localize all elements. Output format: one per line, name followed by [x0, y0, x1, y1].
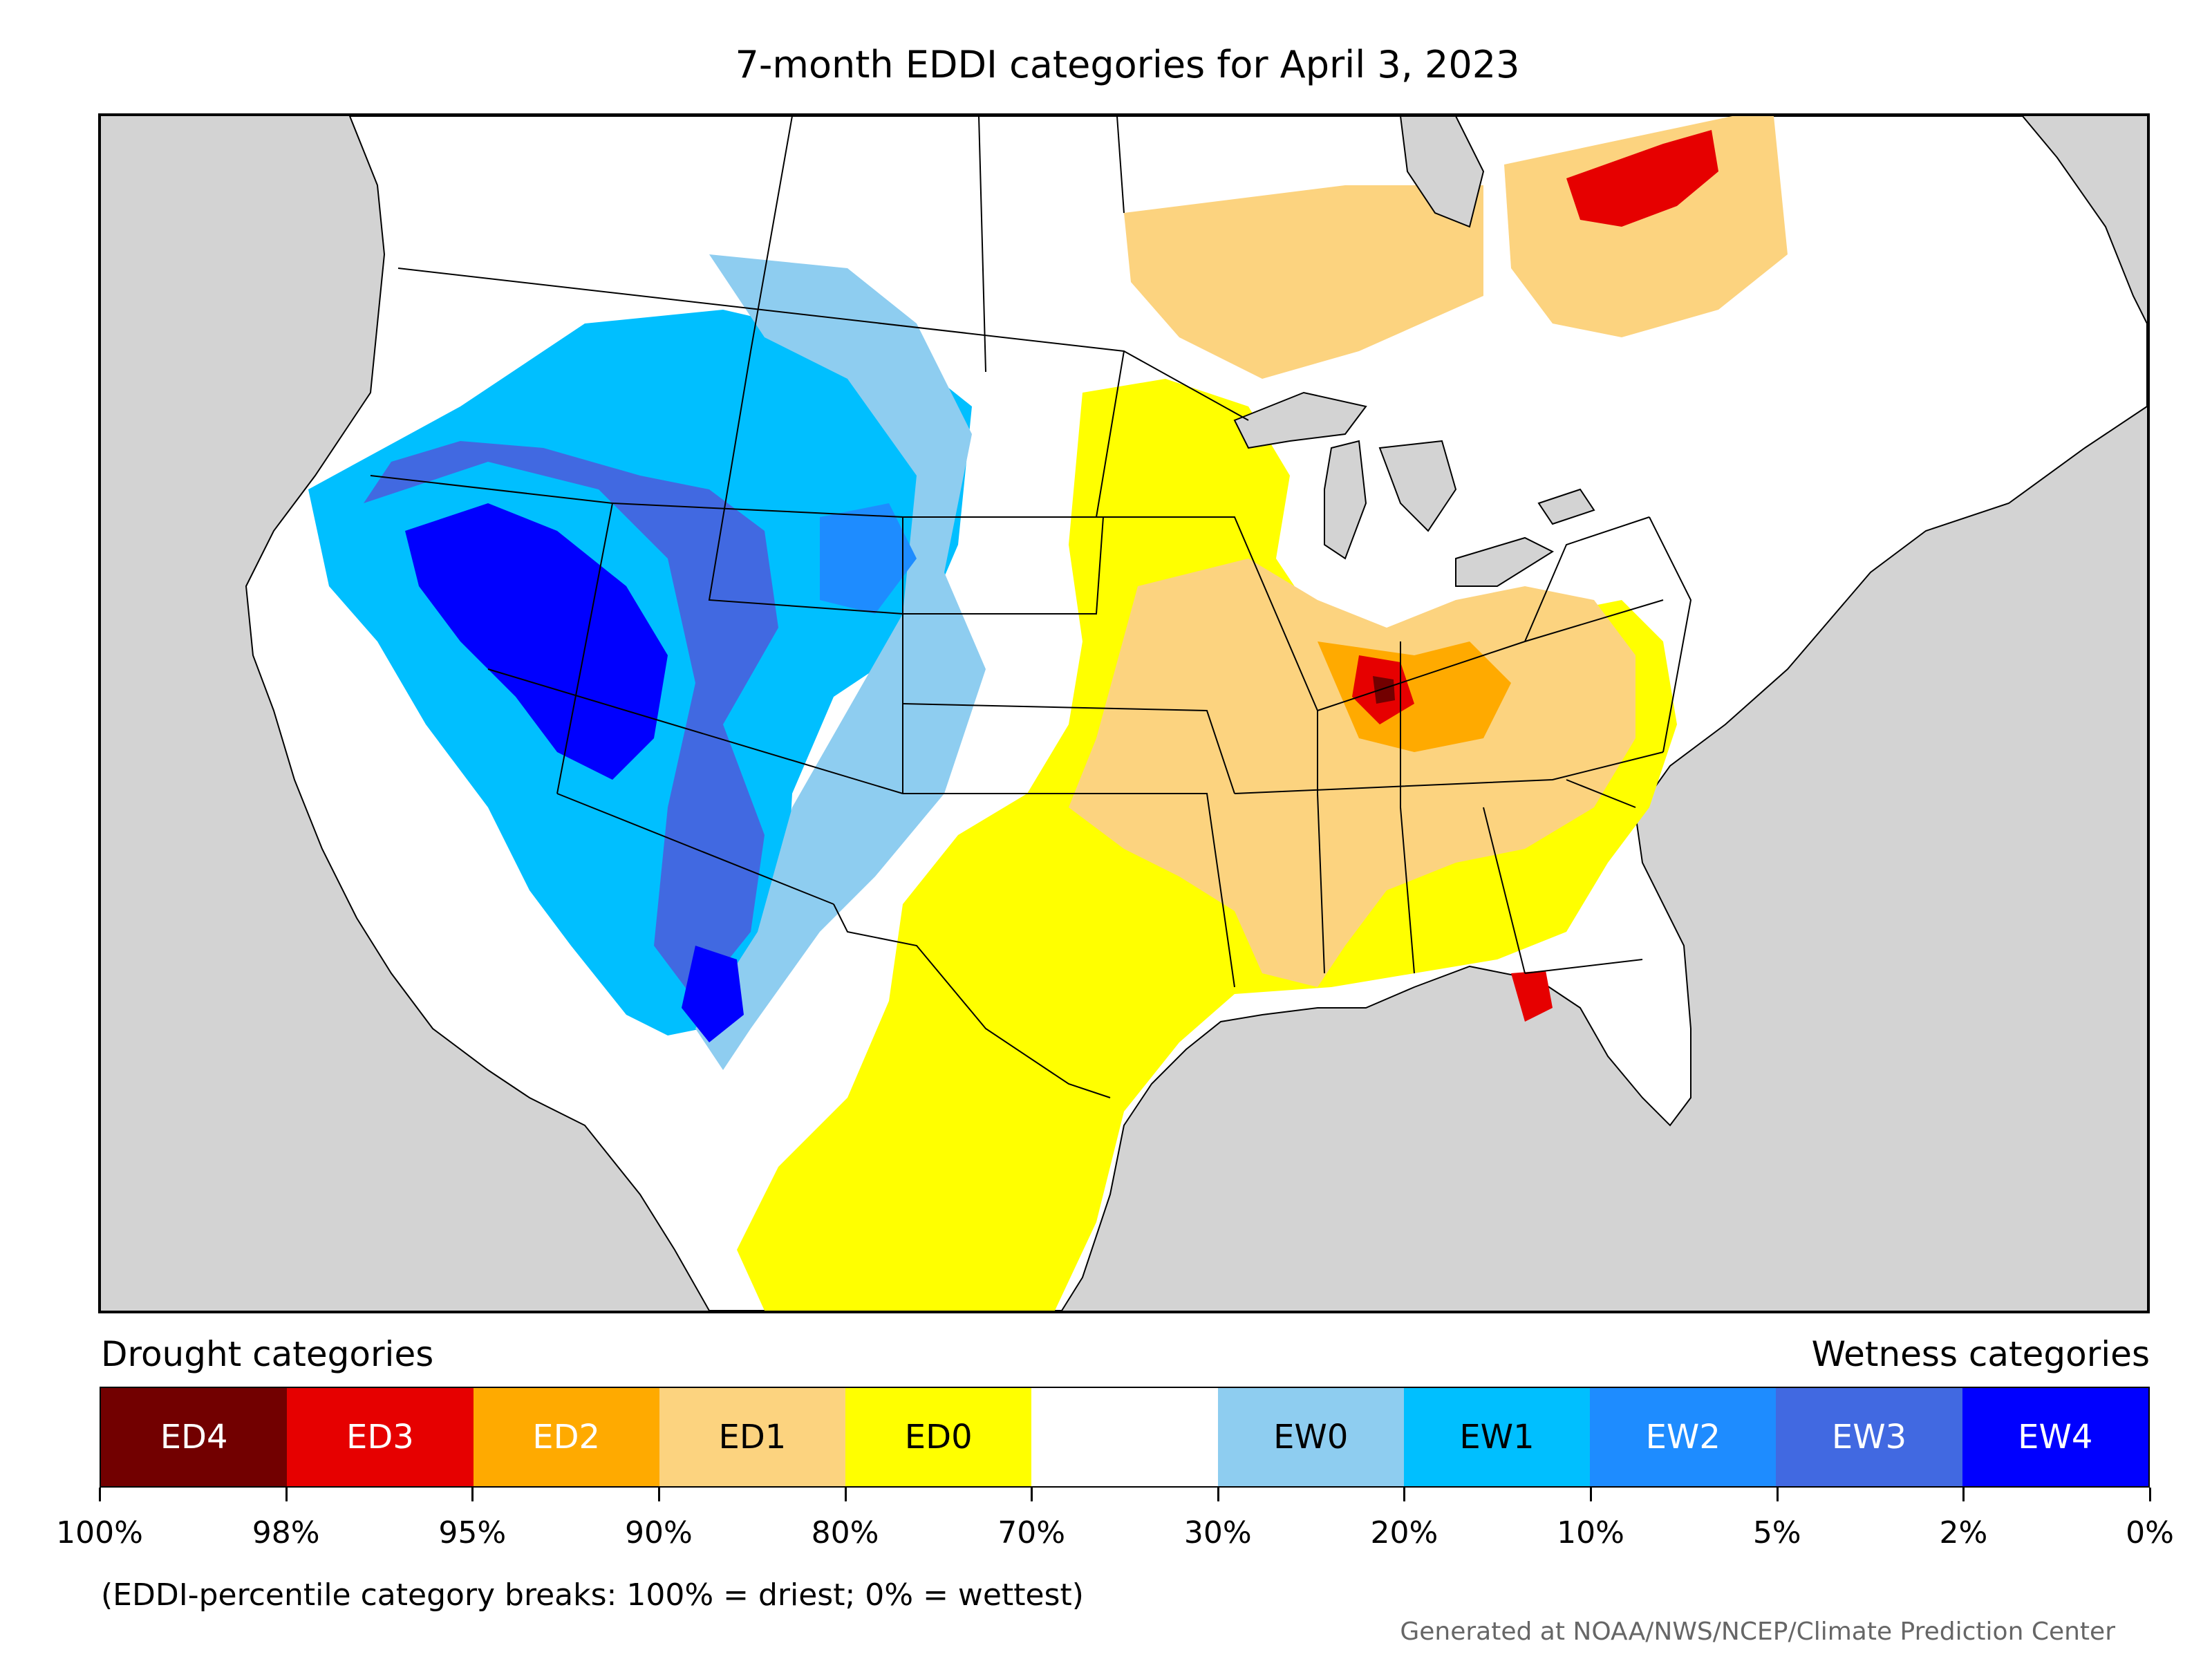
legend-box-ed2: ED2	[473, 1388, 659, 1486]
colorbar-tick	[99, 1488, 101, 1501]
dry-region-ed4	[1373, 676, 1395, 704]
dry-region-ed1-north	[1124, 185, 1483, 379]
colorbar-tick-label: 2%	[1939, 1515, 1988, 1550]
wetness-categories-heading: Wetness categories	[1811, 1334, 2150, 1374]
colorbar-tick	[471, 1488, 474, 1501]
colorbar-tick-label: 30%	[1183, 1515, 1252, 1550]
dry-region-ed3-northeast	[1566, 130, 1718, 227]
colorbar-tick-label: 98%	[252, 1515, 320, 1550]
political-borders	[370, 116, 1692, 1098]
colorbar-tick-label: 0%	[2126, 1515, 2174, 1550]
legend-box-ew1: EW1	[1403, 1388, 1591, 1486]
category-colorbar: ED4 ED3 ED2 ED1 ED0 EW0 EW1 EW2 EW3 EW4	[100, 1387, 2150, 1488]
wet-region-ew4-2	[682, 946, 744, 1042]
wet-region-ew2	[820, 503, 917, 614]
legend-box-ed3: ED3	[287, 1388, 474, 1486]
colorbar-tick	[657, 1488, 660, 1501]
eddi-map	[98, 113, 2150, 1313]
colorbar-tick	[1217, 1488, 1219, 1501]
wet-region-ew4	[405, 503, 668, 780]
legend-box-ew2: EW2	[1590, 1388, 1777, 1486]
colorbar-tick	[1776, 1488, 1779, 1501]
colorbar-tick	[1403, 1488, 1406, 1501]
legend-box-ew3: EW3	[1776, 1388, 1962, 1486]
drought-categories-heading: Drought categories	[101, 1334, 434, 1374]
colorbar-ticks	[99, 1488, 2151, 1501]
colorbar-tick-label: 100%	[56, 1515, 143, 1550]
colorbar-tick	[1962, 1488, 1965, 1501]
legend-box-ed0: ED0	[845, 1388, 1032, 1486]
wet-region-ew0	[695, 254, 986, 1070]
colorbar-tick-label: 10%	[1557, 1515, 1624, 1550]
credit-line: Generated at NOAA/NWS/NCEP/Climate Predi…	[1400, 1618, 2115, 1646]
legend-box-ew4: EW4	[1962, 1388, 2148, 1486]
map-canvas	[245, 116, 2147, 1311]
colorbar-tick-label: 95%	[438, 1515, 507, 1550]
percentile-note: (EDDI-percentile category breaks: 100% =…	[101, 1577, 1084, 1613]
colorbar-tick	[1031, 1488, 1033, 1501]
legend-box-neutral	[1031, 1388, 1218, 1486]
legend-box-ed1: ED1	[659, 1388, 846, 1486]
legend-box-ed4: ED4	[101, 1388, 288, 1486]
colorbar-tick	[1590, 1488, 1593, 1501]
colorbar-tick-label: 80%	[811, 1515, 879, 1550]
colorbar-tick-label: 70%	[997, 1515, 1066, 1550]
colorbar-tick-label: 90%	[625, 1515, 693, 1550]
colorbar-tick	[2149, 1488, 2151, 1501]
map-title: 7-month EDDI categories for April 3, 202…	[735, 43, 1520, 86]
hudson-bay-inlet	[1399, 116, 1485, 228]
legend-box-ew0: EW0	[1217, 1388, 1404, 1486]
colorbar-tick	[285, 1488, 288, 1501]
colorbar-tick	[844, 1488, 847, 1501]
wet-region-ew3	[364, 441, 778, 1001]
great-lakes	[1233, 391, 1595, 587]
colorbar-tick-label: 5%	[1752, 1515, 1801, 1550]
dry-region-ed3-florida	[1511, 971, 1553, 1022]
colorbar-tick-label: 20%	[1370, 1515, 1438, 1550]
